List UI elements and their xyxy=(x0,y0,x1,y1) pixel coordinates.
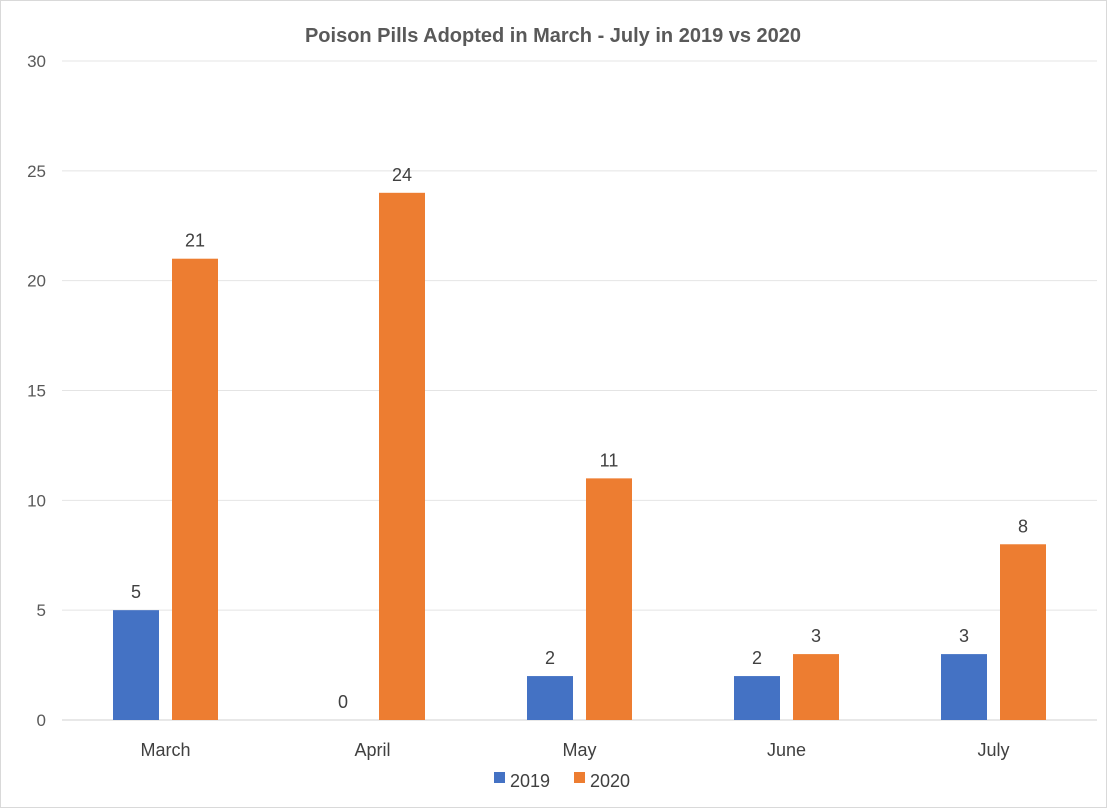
legend-label-2019: 2019 xyxy=(510,771,550,791)
bar-2020-may xyxy=(586,478,632,720)
bar-2019-june xyxy=(734,676,780,720)
data-label: 8 xyxy=(1018,516,1028,536)
bar-2019-march xyxy=(113,610,159,720)
x-tick-label: May xyxy=(562,740,596,760)
x-tick-label: July xyxy=(977,740,1009,760)
data-label: 3 xyxy=(811,626,821,646)
data-label: 5 xyxy=(131,582,141,602)
legend-label-2020: 2020 xyxy=(590,771,630,791)
x-axis: March April May June July xyxy=(140,740,1009,760)
bar-2020-april xyxy=(379,192,425,721)
bar-2020-june xyxy=(793,654,839,720)
y-axis: 0 5 10 15 20 25 30 xyxy=(27,52,46,730)
bars xyxy=(113,192,1046,721)
legend-swatch-2019 xyxy=(494,772,505,783)
bar-2020-july xyxy=(1000,544,1046,720)
gridlines xyxy=(62,60,1097,721)
y-tick-label: 20 xyxy=(27,272,46,291)
legend-swatch-2020 xyxy=(574,772,585,783)
x-tick-label: April xyxy=(354,740,390,760)
y-tick-label: 0 xyxy=(37,711,46,730)
data-label: 3 xyxy=(959,626,969,646)
y-tick-label: 15 xyxy=(27,382,46,401)
data-label: 0 xyxy=(338,692,348,712)
y-tick-label: 30 xyxy=(27,52,46,71)
bar-2019-may xyxy=(527,676,573,720)
data-label: 24 xyxy=(392,165,412,185)
data-label: 11 xyxy=(600,450,619,470)
data-labels: 5 21 0 24 2 11 2 3 3 8 xyxy=(131,165,1028,712)
x-tick-label: June xyxy=(767,740,806,760)
bar-2019-july xyxy=(941,654,987,720)
data-label: 21 xyxy=(185,231,205,251)
y-tick-label: 10 xyxy=(27,491,46,510)
data-label: 2 xyxy=(545,648,555,668)
legend: 2019 2020 xyxy=(494,771,630,791)
y-tick-label: 5 xyxy=(37,601,46,620)
chart-title: Poison Pills Adopted in March - July in … xyxy=(305,25,801,47)
x-tick-label: March xyxy=(140,740,190,760)
bar-2020-march xyxy=(172,258,218,720)
y-tick-label: 25 xyxy=(27,162,46,181)
data-label: 2 xyxy=(752,648,762,668)
